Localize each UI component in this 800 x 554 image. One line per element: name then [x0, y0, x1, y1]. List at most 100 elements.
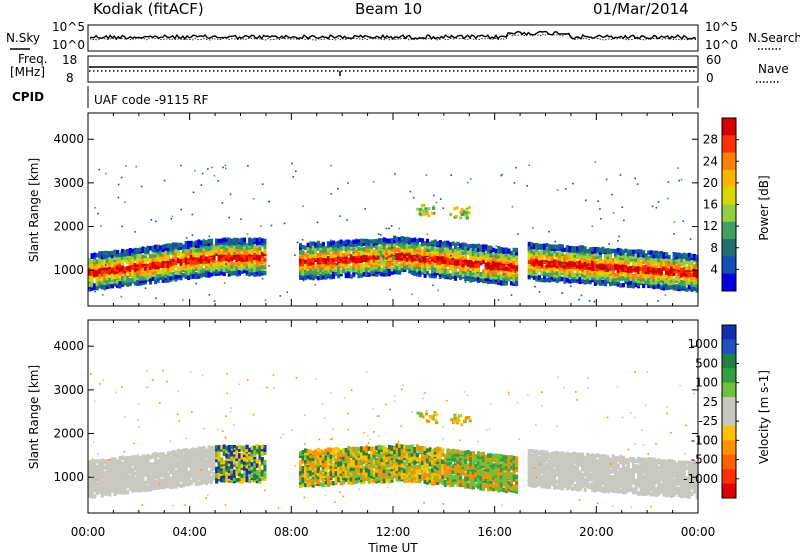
scatter-cell	[334, 241, 338, 246]
scatter-cell	[179, 245, 183, 250]
scatter-cell	[344, 454, 348, 459]
scatter-cell	[334, 462, 338, 468]
scatter-cell	[553, 253, 557, 258]
scatter-cell	[187, 475, 191, 480]
scatter-cell	[339, 480, 343, 486]
scatter-cell	[215, 445, 219, 450]
scatter-cell	[443, 482, 447, 487]
scatter-cell	[581, 277, 585, 282]
scatter-cell	[482, 254, 486, 260]
scatter-cell	[222, 450, 226, 455]
scatter-cell	[662, 278, 666, 284]
scatter-cell	[197, 243, 201, 248]
scatter-cell	[367, 247, 371, 253]
scatter-cell	[387, 449, 391, 454]
scatter-cell	[675, 252, 679, 257]
scatter-cell	[466, 244, 470, 249]
scatter-cell	[337, 450, 341, 455]
scatter-cell	[509, 267, 513, 273]
scatter-cell	[169, 476, 173, 481]
scatter-cell	[631, 266, 635, 272]
scatter-cell	[227, 237, 231, 243]
scatter-cell	[438, 454, 442, 460]
scatter-cell	[217, 257, 221, 262]
scatter-cell	[301, 459, 305, 464]
scatter-cell	[532, 269, 536, 275]
scatter-cell	[377, 259, 381, 263]
scatter-cell	[370, 244, 374, 249]
scatter-cell	[304, 473, 308, 479]
scatter-cell	[435, 201, 438, 204]
scatter-cell	[202, 451, 206, 456]
scatter-cell	[329, 245, 333, 250]
scatter-cell	[174, 484, 178, 489]
scatter-cell	[395, 477, 399, 482]
scatter-cell	[687, 256, 691, 261]
scatter-cell	[207, 453, 211, 458]
scatter-cell	[484, 244, 488, 249]
scatter-cell	[156, 273, 160, 279]
scatter-cell	[365, 465, 369, 471]
scatter-cell	[400, 238, 404, 243]
scatter-cell	[245, 444, 249, 450]
scatter-cell	[332, 456, 336, 462]
scatter-cell	[410, 268, 414, 273]
scatter-cell	[563, 272, 567, 278]
scatter-cell	[123, 468, 127, 474]
scatter-cell	[141, 469, 145, 474]
scatter-cell	[116, 253, 120, 258]
scatter-cell	[413, 266, 417, 271]
scatter-cell	[670, 275, 674, 281]
scatter-cell	[207, 463, 211, 468]
scatter-cell	[365, 445, 369, 450]
scatter-cell	[555, 273, 559, 278]
scatter-cell	[413, 451, 417, 457]
scatter-cell	[418, 210, 422, 214]
scatter-cell	[126, 278, 130, 283]
scatter-cell	[391, 251, 395, 255]
scatter-cell	[123, 486, 127, 492]
scatter-cell	[459, 261, 463, 266]
scatter-cell	[390, 261, 394, 267]
scatter-cell	[321, 259, 325, 265]
scatter-cell	[151, 472, 155, 477]
scatter-cell	[639, 266, 643, 271]
scatter-cell	[235, 253, 239, 258]
scatter-cell	[342, 452, 346, 457]
scatter-cell	[375, 452, 379, 458]
scatter-cell	[321, 241, 325, 247]
scatter-cell	[527, 274, 531, 279]
scatter-cell	[248, 450, 252, 455]
scatter-cell	[431, 265, 435, 270]
scatter-cell	[169, 484, 173, 490]
scatter-cell	[215, 244, 219, 250]
scatter-cell	[301, 269, 305, 274]
scatter-cell	[421, 262, 425, 268]
scatter-cell	[352, 266, 356, 271]
scatter-cell	[161, 473, 165, 478]
scatter-cell	[116, 250, 120, 255]
scatter-cell	[108, 270, 112, 275]
scatter-cell	[184, 451, 188, 456]
scatter-cell	[263, 270, 267, 276]
scatter-cell	[149, 261, 153, 266]
scatter-cell	[578, 276, 582, 281]
scatter-cell	[118, 259, 122, 264]
scatter-cell	[93, 467, 97, 472]
scatter-cell	[634, 249, 638, 254]
scatter-cell	[220, 475, 224, 481]
scatter-cell	[482, 271, 486, 277]
scatter-cell	[398, 467, 402, 472]
scatter-cell	[306, 454, 310, 459]
scatter-cell	[339, 239, 343, 244]
scatter-cell	[413, 243, 417, 248]
scatter-cell	[395, 247, 399, 252]
scatter-cell	[326, 477, 330, 482]
scatter-cell	[90, 464, 94, 469]
scatter-cell	[221, 202, 224, 204]
scatter-cell	[563, 268, 567, 273]
scatter-cell	[482, 259, 486, 264]
scatter-cell	[604, 265, 608, 270]
scatter-cell	[128, 263, 132, 268]
